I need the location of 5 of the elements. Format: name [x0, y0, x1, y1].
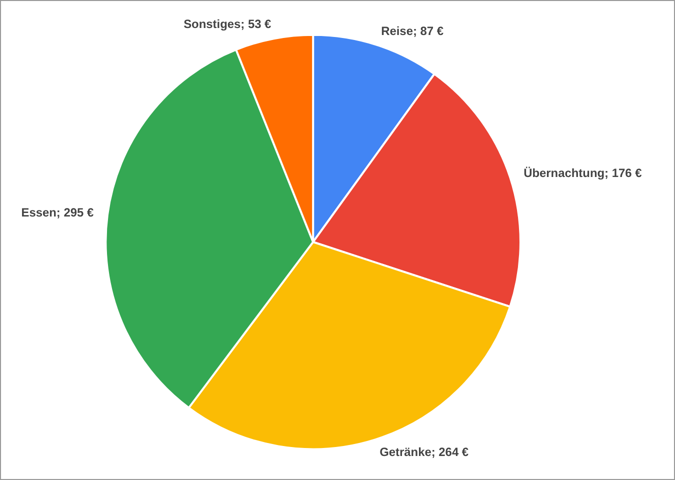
slice-label: Getränke; 264 € — [380, 445, 469, 460]
slice-label: Essen; 295 € — [21, 205, 94, 220]
slice-label: Reise; 87 € — [381, 24, 444, 38]
slice-label: Übernachtung; 176 € — [524, 166, 642, 180]
slice-label: Sonstiges; 53 € — [184, 17, 272, 32]
